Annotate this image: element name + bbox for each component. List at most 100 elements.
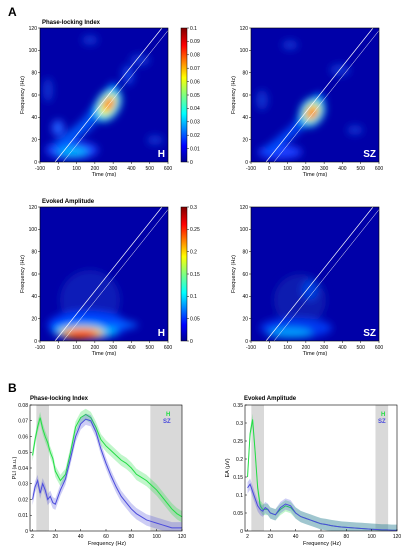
y-tick-label: 60 (242, 272, 248, 278)
x-tick-label: 400 (338, 345, 347, 351)
x-tick-label: -100 (35, 345, 45, 351)
y-tick-label: 0.05 (18, 450, 28, 456)
colorbar-tick-label: 0.05 (190, 316, 200, 322)
colorbar-tick-label: 0.15 (190, 272, 200, 278)
x-tick-label: 500 (357, 166, 366, 172)
y-tick-label: 0.02 (18, 497, 28, 503)
colorbar-tick-label: 0.09 (190, 39, 200, 45)
colorbar-tick-label: 0 (190, 339, 193, 345)
legend-healthy: H (166, 412, 170, 418)
x-ticks: -100 0 100 200 300 400 500 600 (246, 162, 383, 172)
shaded-frequency-band (375, 405, 389, 531)
x-tick-label: 40 (293, 534, 299, 540)
x-tick-label: 300 (109, 166, 118, 172)
y-tick-label: 0.06 (18, 434, 28, 440)
y-ticks: 0 0.05 0.1 0.15 0.2 0.25 0.3 0.35 (233, 403, 247, 535)
y-tick-label: 120 (29, 26, 38, 32)
x-tick-label: 80 (344, 534, 350, 540)
group-label: H (158, 328, 165, 339)
x-tick-label: 20 (53, 534, 59, 540)
y-tick-label: 0 (34, 339, 37, 345)
x-tick-label: 80 (129, 534, 135, 540)
x-tick-label: 0 (57, 345, 60, 351)
line-chart-pli: Phase-locking Index 2 20 40 60 80 100 120 0 0.0… (12, 396, 186, 547)
x-tick-label: -100 (246, 166, 256, 172)
colorbar-tick-label: 0.06 (190, 79, 200, 85)
colorbar-tick-label: 0.04 (190, 106, 200, 112)
x-tick-label: 200 (302, 166, 311, 172)
y-tick-label: 120 (29, 205, 38, 211)
y-tick-label: 100 (29, 227, 38, 233)
y-tick-label: 40 (31, 294, 37, 300)
group-label: H (158, 149, 165, 160)
y-tick-label: 0.05 (233, 511, 243, 517)
x-ticks: 2 20 40 60 80 100 120 (31, 529, 186, 540)
y-tick-label: 0 (240, 529, 243, 535)
x-axis-label: Frequency (Hz) (88, 541, 126, 547)
heatmap-pli-schizophrenia: SZ -100 0 100 200 300 400 500 600 0204060801001… (231, 26, 383, 178)
y-tick-label: 0.2 (236, 457, 243, 463)
y-tick-label: 40 (242, 115, 248, 121)
colorbar-tick-label: 0.07 (190, 66, 200, 72)
y-tick-label: 100 (29, 48, 38, 54)
y-tick-label: 20 (242, 137, 248, 143)
x-tick-label: 0 (268, 166, 271, 172)
y-ticks: 0 20 40 60 80 100 120 (240, 26, 251, 166)
colorbar-tick-label: 0.08 (190, 53, 200, 59)
x-tick-label: 100 (152, 534, 161, 540)
x-tick-label: 600 (164, 345, 173, 351)
x-tick-label: 100 (72, 345, 81, 351)
x-tick-label: 400 (338, 166, 347, 172)
x-ticks: -100 0 100 200 300 400 500 600 (35, 341, 172, 351)
x-axis-label: Time (ms) (303, 172, 328, 178)
y-tick-label: 60 (31, 272, 37, 278)
x-axis-label: Time (ms) (92, 172, 117, 178)
x-tick-label: 200 (91, 166, 100, 172)
y-tick-label: 0 (34, 160, 37, 166)
x-tick-label: 60 (318, 534, 324, 540)
x-tick-label: 120 (178, 534, 187, 540)
y-ticks: 0 20 40 60 80 100 120 (240, 205, 251, 345)
colorbar-tick-label: 0.1 (190, 26, 197, 32)
x-tick-label: 100 (367, 534, 376, 540)
line-chart-ea: Evoked Amplitude 2 20 40 60 80 100 120 0 0.05 0.… (225, 396, 401, 547)
y-tick-label: 40 (242, 294, 248, 300)
y-tick-label: 0.3 (236, 421, 243, 427)
y-tick-label: 0.08 (18, 403, 28, 409)
y-tick-label: 40 (31, 115, 37, 121)
heatmap-ea-healthy: Evoked Amplitude H -100 0 100 200 300 400 500 6… (20, 199, 172, 357)
x-tick-label: 60 (103, 534, 109, 540)
y-tick-label: 60 (31, 93, 37, 99)
y-tick-label: 0 (25, 529, 28, 535)
y-tick-label: 100 (240, 48, 249, 54)
x-tick-label: 0 (268, 345, 271, 351)
series-line-sz (32, 418, 182, 529)
x-tick-label: 400 (127, 166, 136, 172)
y-tick-label: 0.03 (18, 482, 28, 488)
x-axis-label: Frequency (Hz) (303, 541, 341, 547)
y-tick-label: 20 (31, 137, 37, 143)
heatmap-row-title: Evoked Amplitude (42, 199, 95, 205)
y-tick-label: 120 (240, 26, 249, 32)
y-tick-label: 120 (240, 205, 249, 211)
x-tick-label: 100 (283, 166, 292, 172)
x-tick-label: 100 (283, 345, 292, 351)
series-line-sz (247, 483, 397, 531)
group-label: SZ (363, 149, 376, 160)
heatmap-pli-healthy: Phase-locking Index H -100 0 100 200 3 (20, 20, 172, 178)
y-tick-label: 20 (242, 316, 248, 322)
y-tick-label: 0.15 (233, 475, 243, 481)
colorbar-tick-label: 0.01 (190, 146, 200, 152)
x-ticks: 2 20 40 60 80 100 120 (246, 529, 401, 540)
x-tick-label: 120 (393, 534, 402, 540)
y-tick-label: 0.1 (236, 493, 243, 499)
x-tick-label: 400 (127, 345, 136, 351)
colorbar-pli: 0 0.01 0.02 0.03 0.04 0.05 0.06 0.07 0.08 0.09 0.1 (180, 26, 200, 166)
panel-a-label: A (8, 5, 17, 19)
x-tick-label: 100 (72, 166, 81, 172)
y-axis-label: PLI (a.u.) (12, 457, 18, 480)
y-tick-label: 20 (31, 316, 37, 322)
colorbar-tick-label: 0.25 (190, 227, 200, 233)
y-tick-label: 0 (245, 160, 248, 166)
y-tick-label: 80 (242, 70, 248, 76)
